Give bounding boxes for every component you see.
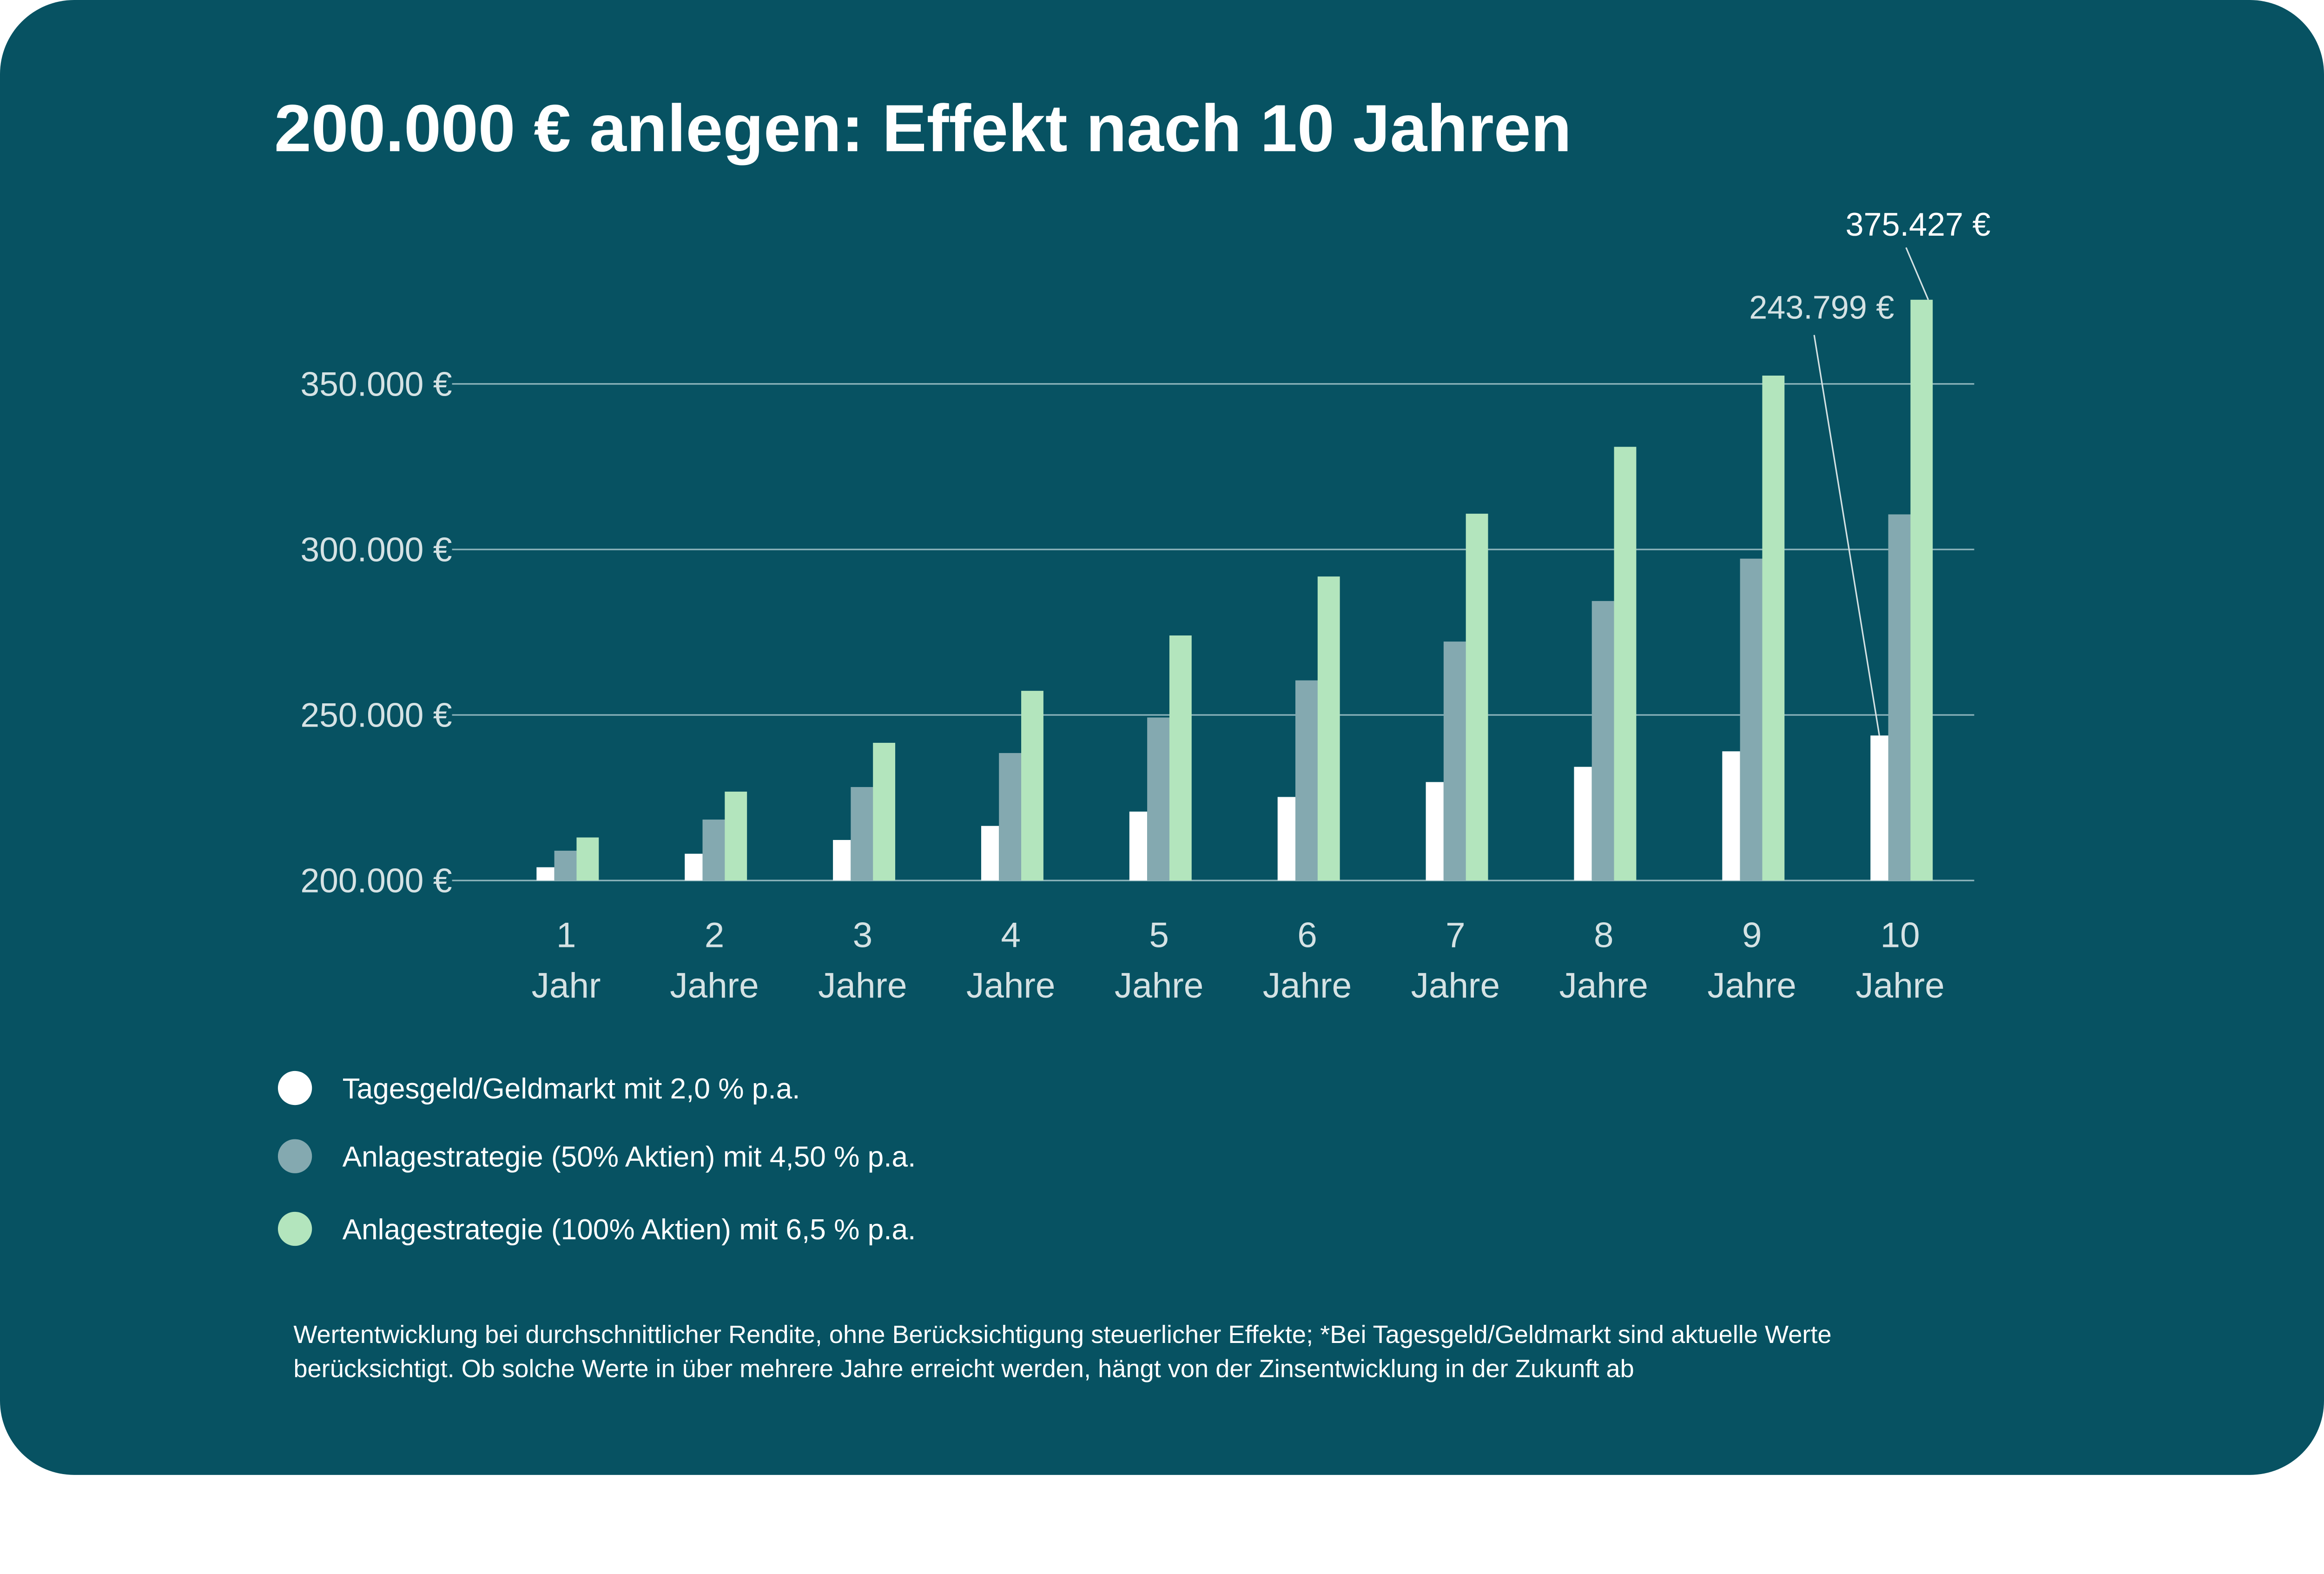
x-tick-label: 6 (1297, 916, 1317, 955)
bar-series-2 (1443, 642, 1467, 881)
legend-label: Tagesgeld/Geldmarkt mit 2,0 % p.a. (343, 1073, 800, 1105)
footnote-line-2: berücksichtigt. Ob solche Werte in über … (293, 1355, 1634, 1382)
bar-series-1 (981, 826, 999, 881)
bar-series-3 (576, 837, 599, 881)
annotation-leader-line (1905, 247, 1929, 300)
x-tick-label: Jahre (818, 966, 907, 1005)
x-tick-label: Jahre (1855, 966, 1944, 1005)
annotation-leader-line (1813, 335, 1880, 736)
x-tick-label: Jahre (670, 966, 759, 1005)
x-tick-label: 10 (1880, 916, 1920, 955)
bar-series-1 (1426, 782, 1444, 881)
legend-label: Anlagestrategie (50% Aktien) mit 4,50 % … (343, 1141, 916, 1173)
x-tick-label: Jahre (1707, 966, 1796, 1005)
bar-series-1 (1870, 735, 1888, 881)
bar-series-1 (833, 840, 851, 881)
legend-marker (277, 1211, 312, 1246)
bar-series-3 (1762, 375, 1785, 881)
x-tick-label: Jahre (1115, 966, 1203, 1005)
bar-series-2 (702, 820, 726, 881)
x-tick-label: Jahre (1263, 966, 1352, 1005)
x-tick-label: 4 (1001, 916, 1021, 955)
x-axis: 1 Jahr 2 Jahre 3 Jahre 4 Jahre 5 Jahre 6 Jahre 7 Jahr… (532, 916, 1945, 1005)
bar-series-2 (554, 851, 578, 881)
x-tick-label: Jahre (966, 966, 1055, 1005)
y-axis: 200.000 € 250.000 € 300.000 € 350.000 € (300, 365, 452, 899)
x-tick-label: 8 (1594, 916, 1614, 955)
bar-series-1 (1277, 797, 1295, 881)
x-tick-label: Jahre (1559, 966, 1648, 1005)
annotation-label: 243.799 € (1749, 289, 1894, 326)
chart: 200.000 € anlegen: Effekt nach 10 Jahren… (0, 0, 2324, 1475)
legend-label: Anlagestrategie (100% Aktien) mit 6,5 % … (343, 1214, 916, 1246)
annotation-label: 375.427 € (1845, 206, 1990, 243)
bar-series-3 (873, 742, 896, 881)
bar-series-2 (851, 787, 875, 881)
x-tick-label: 3 (853, 916, 873, 955)
legend-marker (277, 1071, 312, 1105)
bar-series-3 (1169, 635, 1192, 881)
annotations: 375.427 € 243.799 € (1749, 206, 1991, 736)
bar-series-2 (1740, 558, 1764, 881)
x-tick-label: 2 (705, 916, 725, 955)
y-tick-label: 200.000 € (300, 862, 452, 900)
bar-series-3 (1910, 299, 1933, 881)
bar-series-1 (1129, 811, 1148, 881)
x-tick-label: Jahre (1411, 966, 1500, 1005)
y-tick-label: 350.000 € (300, 365, 452, 403)
bar-series-1 (536, 867, 555, 881)
bar-series-1 (685, 853, 703, 881)
bar-series-2 (1888, 514, 1912, 881)
chart-title: 200.000 € anlegen: Effekt nach 10 Jahren (274, 91, 1571, 165)
bar-series-3 (1614, 447, 1637, 881)
bar-series-3 (1317, 576, 1340, 881)
bar-series-3 (1021, 691, 1043, 881)
bar-series-2 (1591, 601, 1616, 881)
bar-series-2 (1295, 680, 1320, 881)
x-tick-label: 7 (1446, 916, 1466, 955)
legend: Tagesgeld/Geldmarkt mit 2,0 % p.a. Anlage… (277, 1071, 916, 1246)
x-tick-label: 5 (1149, 916, 1169, 955)
y-tick-label: 250.000 € (300, 696, 452, 734)
y-tick-label: 300.000 € (300, 530, 452, 569)
x-tick-label: Jahr (532, 966, 601, 1005)
bar-series-2 (1147, 717, 1171, 881)
bar-series-2 (999, 753, 1023, 881)
bar-series-1 (1574, 767, 1592, 881)
bar-series-3 (1466, 514, 1488, 881)
footnote-line-1: Wertentwicklung bei durchschnittlicher R… (293, 1321, 1831, 1349)
legend-marker (277, 1139, 312, 1173)
bar-series-3 (725, 791, 747, 881)
bars (536, 299, 1933, 881)
x-tick-label: 9 (1742, 916, 1762, 955)
x-tick-label: 1 (556, 916, 576, 955)
bar-series-1 (1722, 751, 1740, 881)
